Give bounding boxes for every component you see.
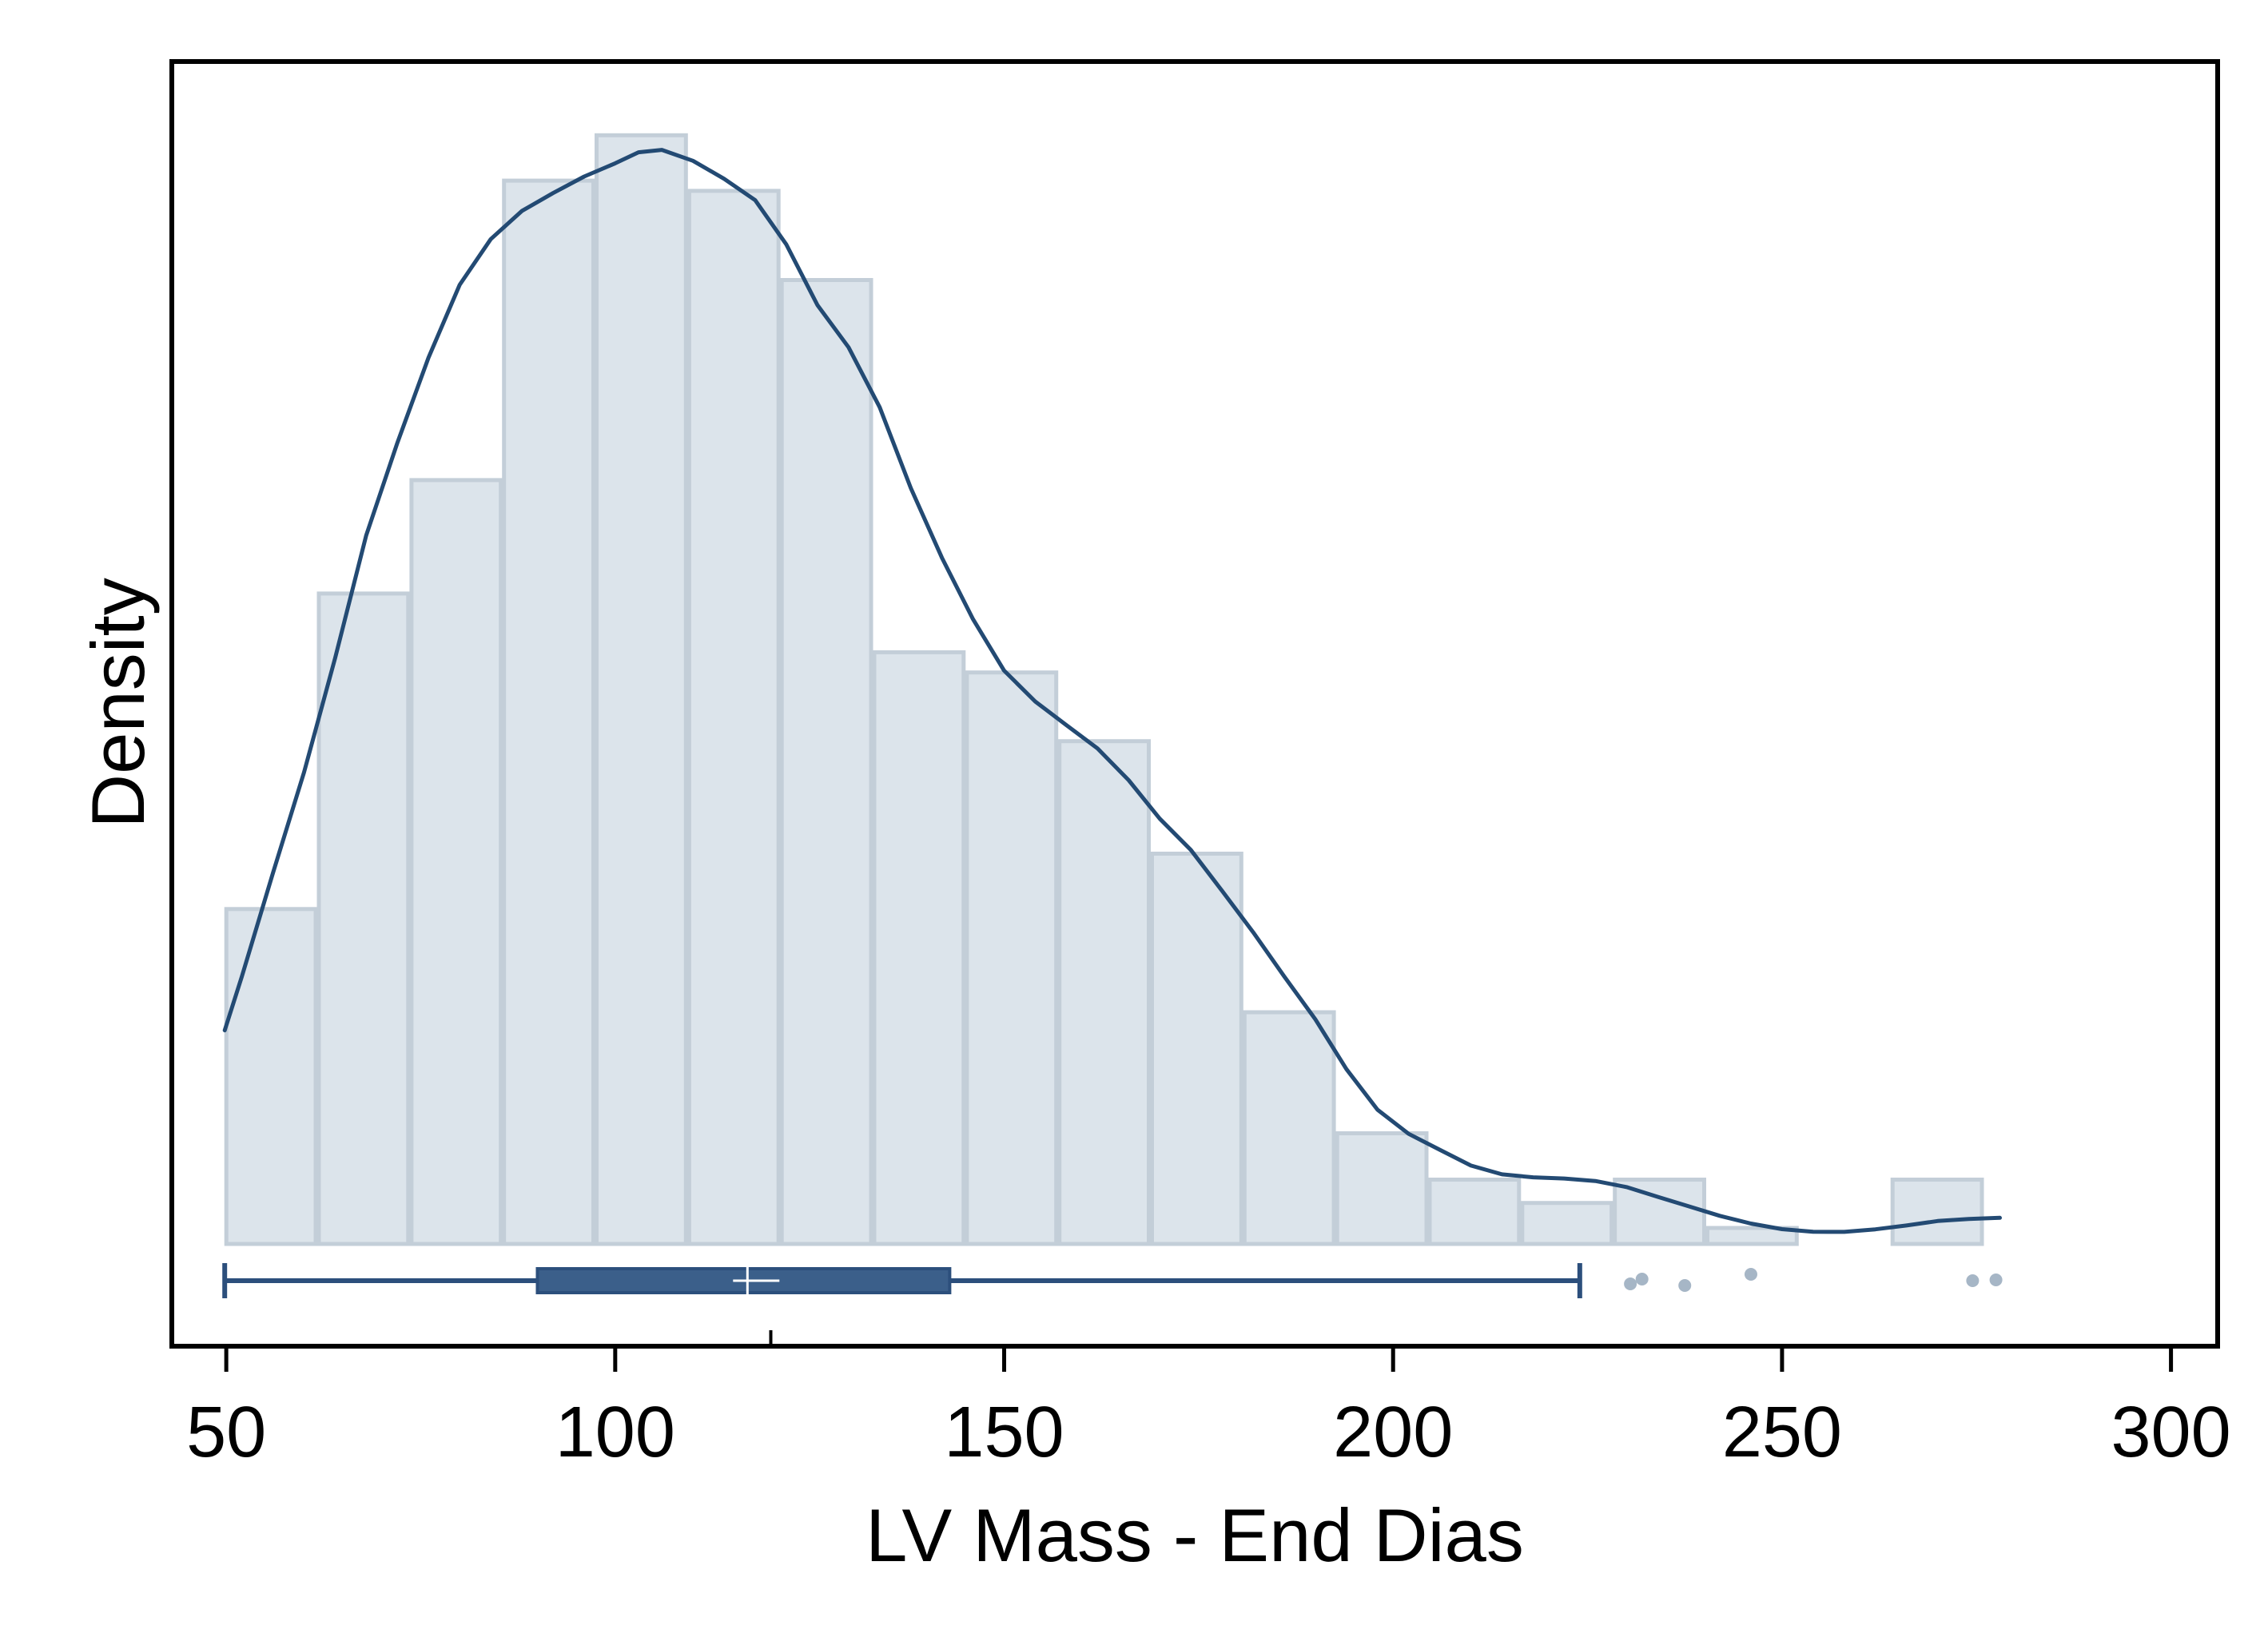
histogram-bar <box>1613 1178 1706 1246</box>
histogram-bar <box>502 178 596 1246</box>
histogram-bar <box>1890 1178 1984 1246</box>
histogram-bar <box>1057 739 1151 1246</box>
histogram-bar <box>595 133 688 1246</box>
histogram-bar <box>1705 1226 1799 1246</box>
histogram-bar <box>1520 1201 1614 1246</box>
x-tick-label: 200 <box>1333 1393 1453 1472</box>
histogram-bar <box>779 278 873 1246</box>
boxplot-outlier <box>1635 1273 1649 1285</box>
x-axis: 50 100 150 200 250 300 <box>172 1330 2231 1472</box>
x-axis-label: LV Mass - End Dias <box>865 1493 1524 1577</box>
histogram-bars <box>224 133 1984 1246</box>
histogram-bar <box>316 591 411 1246</box>
x-tick-label: 50 <box>186 1393 266 1472</box>
x-tick-label: 100 <box>555 1393 675 1472</box>
x-tick-label: 250 <box>1722 1393 1842 1472</box>
x-tick-label: 300 <box>2111 1393 2231 1472</box>
boxplot <box>222 1263 2003 1298</box>
boxplot-outlier <box>1624 1277 1637 1290</box>
histogram-bar <box>686 189 781 1246</box>
histogram-bar <box>1150 852 1243 1246</box>
boxplot-outlier <box>1989 1274 2003 1286</box>
density-curve <box>222 148 2002 1234</box>
histogram-bar <box>1335 1131 1429 1246</box>
histogram-bar <box>872 650 966 1246</box>
histogram-bar <box>1427 1178 1522 1246</box>
boxplot-outlier <box>1966 1274 1980 1287</box>
histogram-bar <box>965 670 1059 1246</box>
y-axis-label: Density <box>76 578 160 828</box>
density-curve-layer <box>222 148 2002 1234</box>
x-tick-label: 150 <box>944 1393 1064 1472</box>
boxplot-outlier <box>1744 1268 1757 1281</box>
histogram-bar <box>1242 1010 1336 1246</box>
boxplot-outlier <box>1678 1279 1692 1292</box>
histogram-bar <box>224 907 318 1246</box>
histogram-bar <box>409 478 503 1246</box>
